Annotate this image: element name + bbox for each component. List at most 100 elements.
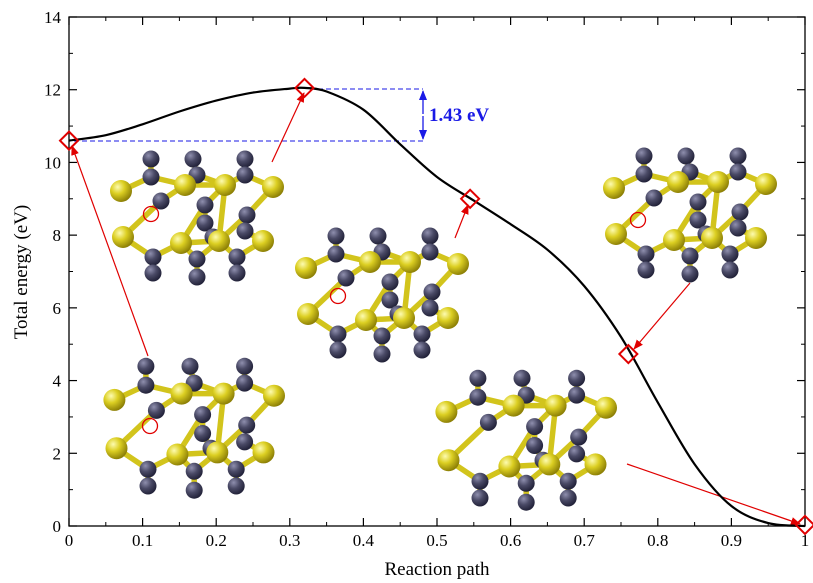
metal-atom — [413, 341, 431, 359]
metal-atom — [238, 416, 256, 434]
metal-atom — [729, 147, 747, 165]
metal-atom — [329, 341, 347, 359]
y-tick-label: 12 — [44, 81, 61, 100]
metal-atom — [137, 357, 155, 375]
metal-atom — [228, 248, 246, 266]
sulfur-atom — [112, 226, 134, 248]
metal-atom — [236, 357, 254, 375]
vacancy-marker — [141, 417, 159, 435]
metal-atom — [238, 206, 256, 224]
metal-atom — [681, 265, 699, 283]
metal-atom — [479, 413, 497, 431]
sulfur-atom — [447, 253, 469, 275]
sulfur-atom — [170, 382, 193, 405]
sulfur-atom — [667, 171, 689, 193]
structure-top-right — [603, 147, 777, 283]
axis-ticks — [68, 16, 806, 527]
metal-atom — [559, 489, 577, 507]
x-tick-label: 0.8 — [647, 531, 668, 550]
metal-atom — [637, 261, 655, 279]
metal-atom — [381, 273, 399, 291]
metal-atom — [729, 219, 747, 237]
metal-atom — [194, 425, 212, 442]
structure-bottom-right — [435, 369, 617, 511]
sulfur-atom — [170, 232, 192, 254]
metal-atom — [469, 388, 487, 406]
metal-atom — [152, 192, 170, 210]
sulfur-atom — [701, 227, 723, 249]
metal-atom — [139, 477, 157, 495]
metal-atom — [421, 299, 439, 317]
metal-atom — [188, 268, 206, 286]
sulfur-atom — [297, 303, 319, 325]
metal-atom — [373, 345, 391, 363]
vacancy-marker — [629, 211, 647, 229]
metal-atom — [142, 150, 160, 168]
metal-atom — [327, 245, 345, 263]
structure-bottom-left — [103, 357, 285, 499]
metal-atom — [421, 227, 439, 245]
sulfur-atom — [399, 251, 421, 273]
pointer-arrow — [271, 92, 305, 163]
x-tick-label: 0 — [65, 531, 74, 550]
pointer-arrow — [633, 282, 691, 350]
pointer-arrows — [71, 92, 801, 525]
sulfur-atom — [295, 257, 317, 279]
x-tick-label: 0.4 — [353, 531, 375, 550]
metal-atom — [196, 214, 214, 232]
sulfur-atom — [252, 230, 274, 252]
metal-atom — [689, 211, 707, 229]
y-tick-label: 8 — [53, 226, 62, 245]
y-tick-label: 4 — [53, 372, 62, 391]
sulfur-atom — [105, 437, 128, 460]
metal-atom — [236, 433, 254, 451]
metal-atom — [236, 374, 254, 392]
metal-atom — [188, 250, 206, 268]
metal-atom — [517, 493, 535, 511]
path-point-marker — [294, 77, 315, 99]
metal-atom — [137, 376, 155, 394]
metal-atom — [559, 472, 577, 490]
y-tick-label: 6 — [53, 299, 62, 318]
sulfur-atom — [393, 307, 415, 329]
y-tick-labels: 0 2 4 6 8 10 12 14 — [44, 8, 62, 536]
metal-atom — [185, 462, 203, 480]
path-point-markers — [58, 77, 813, 536]
metal-atom — [729, 163, 747, 181]
sulfur-atom — [212, 382, 235, 405]
sulfur-atom — [502, 394, 525, 417]
metal-atom — [471, 472, 489, 490]
pointer-arrow — [71, 145, 149, 357]
metal-atom — [236, 166, 254, 184]
y-tick-label: 14 — [44, 8, 62, 27]
sulfur-atom — [166, 443, 189, 466]
y-tick-label: 10 — [44, 153, 61, 172]
metal-atom — [721, 261, 739, 279]
sulfur-atom — [252, 441, 275, 464]
metal-atom — [517, 474, 535, 492]
x-tick-label: 0.2 — [206, 531, 227, 550]
x-tick-label: 0.6 — [500, 531, 521, 550]
metal-atom — [236, 222, 254, 240]
metal-atom — [196, 196, 214, 214]
sulfur-atom — [745, 227, 767, 249]
metal-atom — [568, 369, 586, 387]
sulfur-atom — [435, 400, 458, 423]
barrier-annotation: 1.43 eV — [74, 88, 489, 142]
sulfur-atom — [359, 251, 381, 273]
sulfur-atom — [437, 307, 459, 329]
y-tick-label: 0 — [53, 517, 62, 536]
metal-atom — [369, 227, 387, 245]
metal-atom — [194, 406, 212, 424]
sulfur-atom — [707, 171, 729, 193]
sulfur-atom — [605, 223, 627, 245]
pointer-arrow — [626, 463, 801, 525]
x-axis-label: Reaction path — [385, 559, 490, 580]
metal-atom — [677, 147, 695, 165]
metal-atom — [413, 325, 431, 343]
barrier-label: 1.43 eV — [429, 105, 489, 126]
metal-atom — [423, 283, 441, 301]
metal-atom — [731, 203, 749, 221]
sulfur-atom — [174, 174, 196, 196]
metal-atom — [139, 460, 157, 478]
